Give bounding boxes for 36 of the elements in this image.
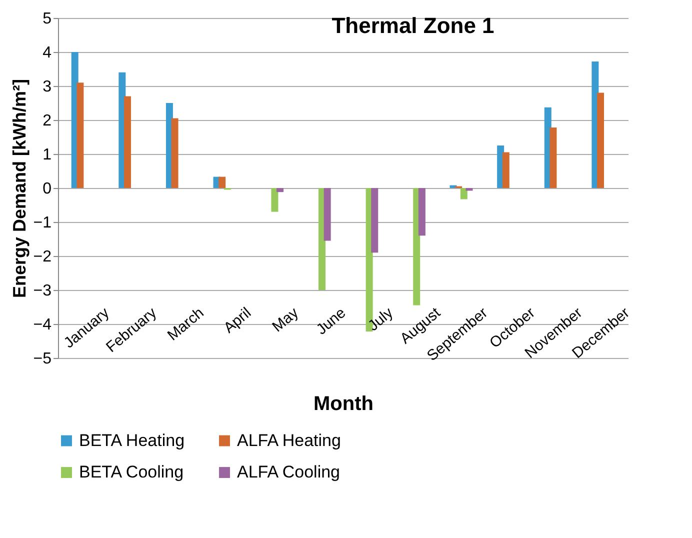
bar [218,176,226,188]
y-tick-label: −3 [33,282,52,300]
bar [271,188,278,212]
y-tick-label: 4 [42,44,52,62]
bar [276,188,284,192]
x-tick-label: May [269,304,302,336]
y-tick-label: −1 [33,214,52,232]
legend-label: BETA Cooling [79,462,184,482]
legend-label: ALFA Cooling [237,462,340,482]
bar [324,188,331,241]
bar [466,188,473,191]
bar [502,152,510,188]
y-tick-label: −5 [33,350,52,368]
y-tick-label: 3 [42,78,52,96]
x-tick-label: June [313,304,350,338]
bar [413,188,420,306]
chart-title: Thermal Zone 1 [332,13,494,38]
bar [171,118,178,188]
legend-label: ALFA Heating [237,430,341,450]
bar [550,127,557,188]
bar [597,92,604,188]
bar [371,188,378,253]
y-tick-label: −2 [33,248,52,266]
y-tick-label: −4 [33,316,52,334]
bar [124,96,131,188]
bar [76,82,84,188]
y-tick-label: 2 [42,112,52,130]
x-axis-title: Month [314,392,374,415]
y-tick-label: 0 [42,180,52,198]
bar [460,188,468,200]
bar [418,188,426,236]
x-tick-label: July [365,304,397,335]
legend-label: BETA Heating [79,430,185,450]
y-axis-title: Energy Demand [kWh/m²] [9,78,30,298]
y-tick-label: 5 [42,10,52,28]
y-tick-label: 1 [42,146,52,164]
